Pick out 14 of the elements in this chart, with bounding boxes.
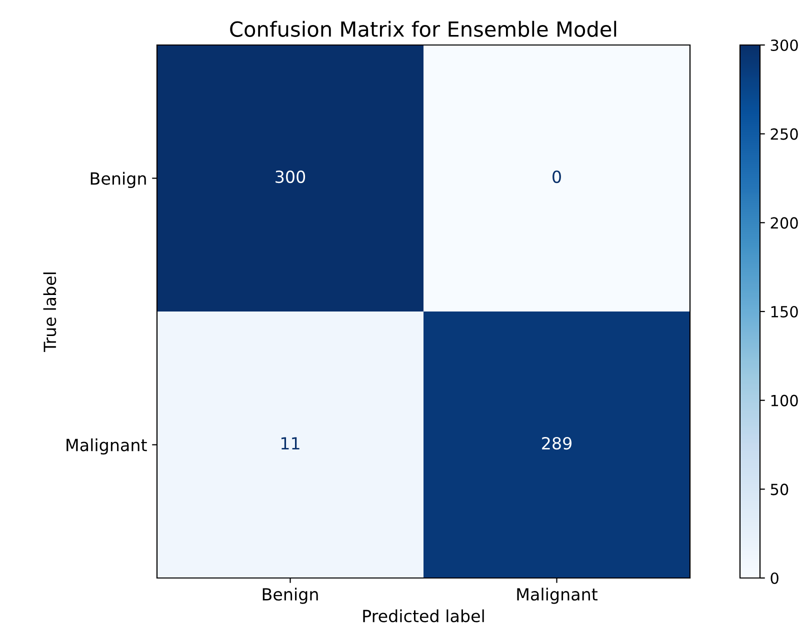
color-bar-label: 150 xyxy=(771,306,798,318)
color-bar-label: 100 xyxy=(771,394,798,406)
chart-title: Confusion Matrix for Ensemble Model xyxy=(230,20,616,37)
color-bar-label: 50 xyxy=(770,484,788,496)
data-label: 300 xyxy=(276,170,306,184)
data-label: 0 xyxy=(552,170,561,184)
data-label: 289 xyxy=(542,436,572,450)
y-axis-title: True label xyxy=(43,272,56,352)
color-bar-label: 200 xyxy=(770,217,798,229)
color-bar-label: 300 xyxy=(770,39,798,52)
color-bar-label: 250 xyxy=(770,128,798,140)
data-label: 11 xyxy=(281,437,300,450)
x-axis-title: Predicted label xyxy=(363,609,484,622)
color-bar-label: 0 xyxy=(770,572,778,584)
